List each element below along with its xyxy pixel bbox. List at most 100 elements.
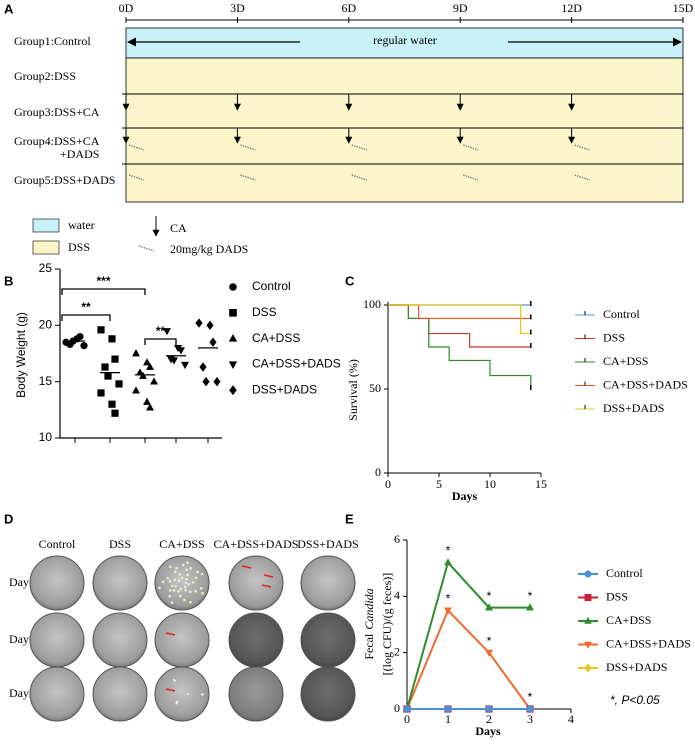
colony xyxy=(168,594,172,598)
data-point xyxy=(80,342,88,350)
data-point xyxy=(115,380,123,388)
data-point xyxy=(202,376,210,387)
colony xyxy=(200,693,203,696)
panel-label: D xyxy=(4,511,13,526)
plate xyxy=(228,666,284,722)
legend-text: water xyxy=(68,218,95,232)
legend-label: CA+DSS xyxy=(603,354,648,368)
x-tick-label: 15 xyxy=(535,477,547,491)
data-point xyxy=(101,363,109,371)
colony xyxy=(178,573,181,576)
colony xyxy=(186,561,189,565)
colony xyxy=(184,581,188,585)
data-point xyxy=(403,705,411,713)
legend-label: DSS xyxy=(603,330,625,344)
y-tick-label: 25 xyxy=(39,261,53,275)
day-label: 0D xyxy=(119,1,134,15)
plate xyxy=(300,612,356,668)
data-point xyxy=(150,377,158,385)
y-tick-label: 50 xyxy=(369,381,381,395)
legend-label: DSS+DADS xyxy=(603,401,664,415)
data-point xyxy=(209,337,217,347)
y-tick-label: 0 xyxy=(375,465,381,479)
plate xyxy=(228,555,284,611)
x-tick-label: 3 xyxy=(527,712,533,726)
group-label: Group1:Control xyxy=(14,34,91,48)
colony xyxy=(161,580,165,584)
survival-line xyxy=(388,304,531,335)
colony xyxy=(194,589,198,593)
red-arrow xyxy=(241,565,252,569)
data-point xyxy=(76,333,84,341)
plate xyxy=(154,555,210,611)
plate xyxy=(92,666,148,722)
dads-mark xyxy=(240,174,256,181)
significance-bracket xyxy=(61,288,146,295)
legend-label: CA+DSS xyxy=(606,613,651,627)
data-point xyxy=(108,335,116,343)
group-label: +DADS xyxy=(60,147,99,161)
legend-marker xyxy=(584,641,592,649)
colony xyxy=(185,568,188,572)
legend-label: Control xyxy=(252,279,291,293)
colony xyxy=(185,577,188,581)
column-header: DSS+DADS xyxy=(297,537,358,551)
water-band xyxy=(125,27,684,59)
x-tick-label: 10 xyxy=(484,477,496,491)
dads-mark xyxy=(128,174,145,181)
plate xyxy=(228,612,284,668)
legend-marker xyxy=(584,663,592,673)
series-line xyxy=(406,560,530,710)
colony xyxy=(201,592,204,595)
column-header: CA+DSS+DADS xyxy=(214,537,299,551)
red-arrow xyxy=(165,688,176,692)
colony xyxy=(196,570,199,574)
dads-mark xyxy=(462,174,479,181)
colony xyxy=(158,586,161,590)
legend-marker xyxy=(584,594,592,601)
colony xyxy=(184,588,188,592)
row-label: Day1 xyxy=(9,575,35,589)
colony xyxy=(170,601,174,604)
panel-label: A xyxy=(4,1,14,16)
colony xyxy=(169,565,172,569)
x-axis-label: Days xyxy=(452,489,478,503)
data-point xyxy=(444,705,452,713)
colony xyxy=(186,573,190,577)
data-point xyxy=(206,320,214,331)
day-label: 9D xyxy=(453,1,468,15)
x-tick-label: 5 xyxy=(436,477,442,491)
red-arrow xyxy=(165,632,176,636)
data-point xyxy=(104,372,112,380)
colony xyxy=(183,585,187,589)
colony xyxy=(183,598,186,602)
panel-label: E xyxy=(345,511,354,526)
red-arrow xyxy=(263,574,274,578)
colony xyxy=(172,589,176,592)
red-arrow xyxy=(261,584,272,588)
y-tick-label: 0 xyxy=(394,701,400,715)
panel-label: B xyxy=(4,273,13,288)
colony xyxy=(176,700,179,703)
colony xyxy=(187,693,189,695)
legend-text: 20mg/kg DADS xyxy=(170,242,248,256)
significance-label: *** xyxy=(96,274,110,288)
column-header: DSS xyxy=(109,537,131,551)
colony xyxy=(187,583,191,586)
dads-mark xyxy=(351,144,368,151)
data-point xyxy=(526,603,534,611)
colony xyxy=(189,600,192,604)
column-header: Control xyxy=(39,537,76,551)
dads-mark xyxy=(128,144,145,151)
legend-label: DSS xyxy=(252,305,277,319)
dads-mark xyxy=(574,144,590,151)
data-point xyxy=(213,376,221,387)
legend-marker xyxy=(228,334,238,342)
dads-mark xyxy=(462,144,479,151)
significance-label: ** xyxy=(81,300,91,314)
data-point xyxy=(97,389,105,397)
significance-bracket xyxy=(144,338,177,345)
y-axis-label: Fecal Candida xyxy=(362,588,376,659)
data-point xyxy=(146,362,154,370)
legend-water xyxy=(32,218,60,233)
